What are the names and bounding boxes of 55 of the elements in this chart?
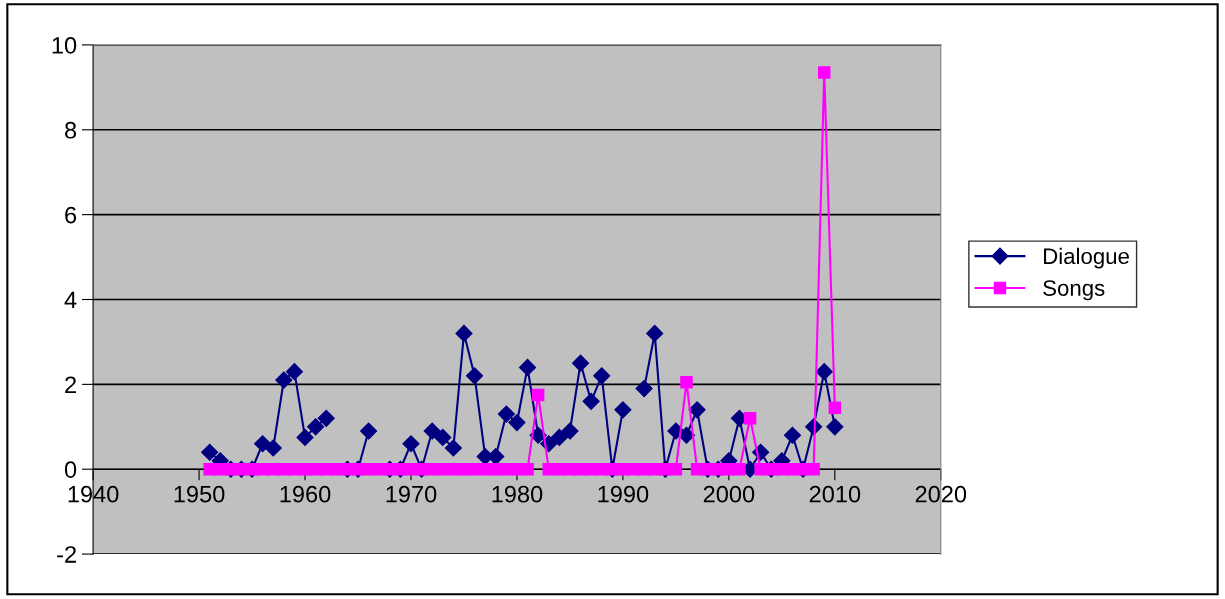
point: [455, 324, 473, 342]
point: [733, 462, 746, 476]
point: [521, 462, 534, 476]
point: [828, 401, 842, 414]
point: [531, 388, 545, 402]
point: [571, 354, 590, 372]
point: [669, 462, 683, 476]
point: [817, 66, 831, 79]
point: [434, 428, 452, 446]
point: [296, 428, 314, 446]
x-tick-label: 2010: [809, 485, 861, 503]
point: [826, 418, 844, 436]
y-tick-label: 8: [65, 121, 77, 139]
point: [317, 409, 335, 427]
point: [783, 426, 802, 444]
y-tick-label: 2: [65, 376, 76, 393]
legend-label: Songs: [1043, 280, 1105, 301]
point: [550, 428, 568, 446]
x-tick-label: 1950: [174, 485, 225, 503]
point: [201, 443, 219, 461]
point: [688, 401, 706, 419]
point: [307, 418, 325, 436]
point: [807, 462, 820, 476]
y-tick-label: 6: [65, 206, 77, 224]
point: [360, 422, 378, 440]
y-tick-label: 0: [64, 461, 77, 478]
point: [285, 363, 303, 381]
x-tick-label: 2020: [915, 485, 967, 503]
point: [815, 363, 833, 381]
y-tick-label: 10: [52, 36, 77, 54]
point: [466, 367, 484, 385]
point: [646, 324, 664, 342]
y-tick-label: -2: [57, 546, 76, 563]
x-tick-label: 1980: [492, 485, 543, 503]
point: [680, 375, 693, 389]
point: [635, 380, 653, 398]
point: [593, 367, 611, 385]
point: [743, 412, 757, 425]
point: [423, 422, 441, 440]
y-tick-label: 4: [64, 291, 77, 309]
point: [582, 392, 600, 410]
point: [561, 422, 579, 440]
point: [402, 435, 420, 453]
point: [264, 439, 282, 457]
point: [508, 413, 526, 432]
x-tick-label: 1970: [386, 485, 437, 503]
x-tick-label: 2000: [703, 485, 755, 503]
point: [518, 358, 537, 376]
point: [614, 401, 632, 419]
point: [497, 405, 515, 423]
x-tick-label: 1960: [280, 485, 331, 503]
x-tick-label: 1990: [598, 485, 649, 503]
point: [275, 371, 293, 389]
legend-label: Dialogue: [1044, 247, 1129, 269]
point: [444, 439, 462, 457]
